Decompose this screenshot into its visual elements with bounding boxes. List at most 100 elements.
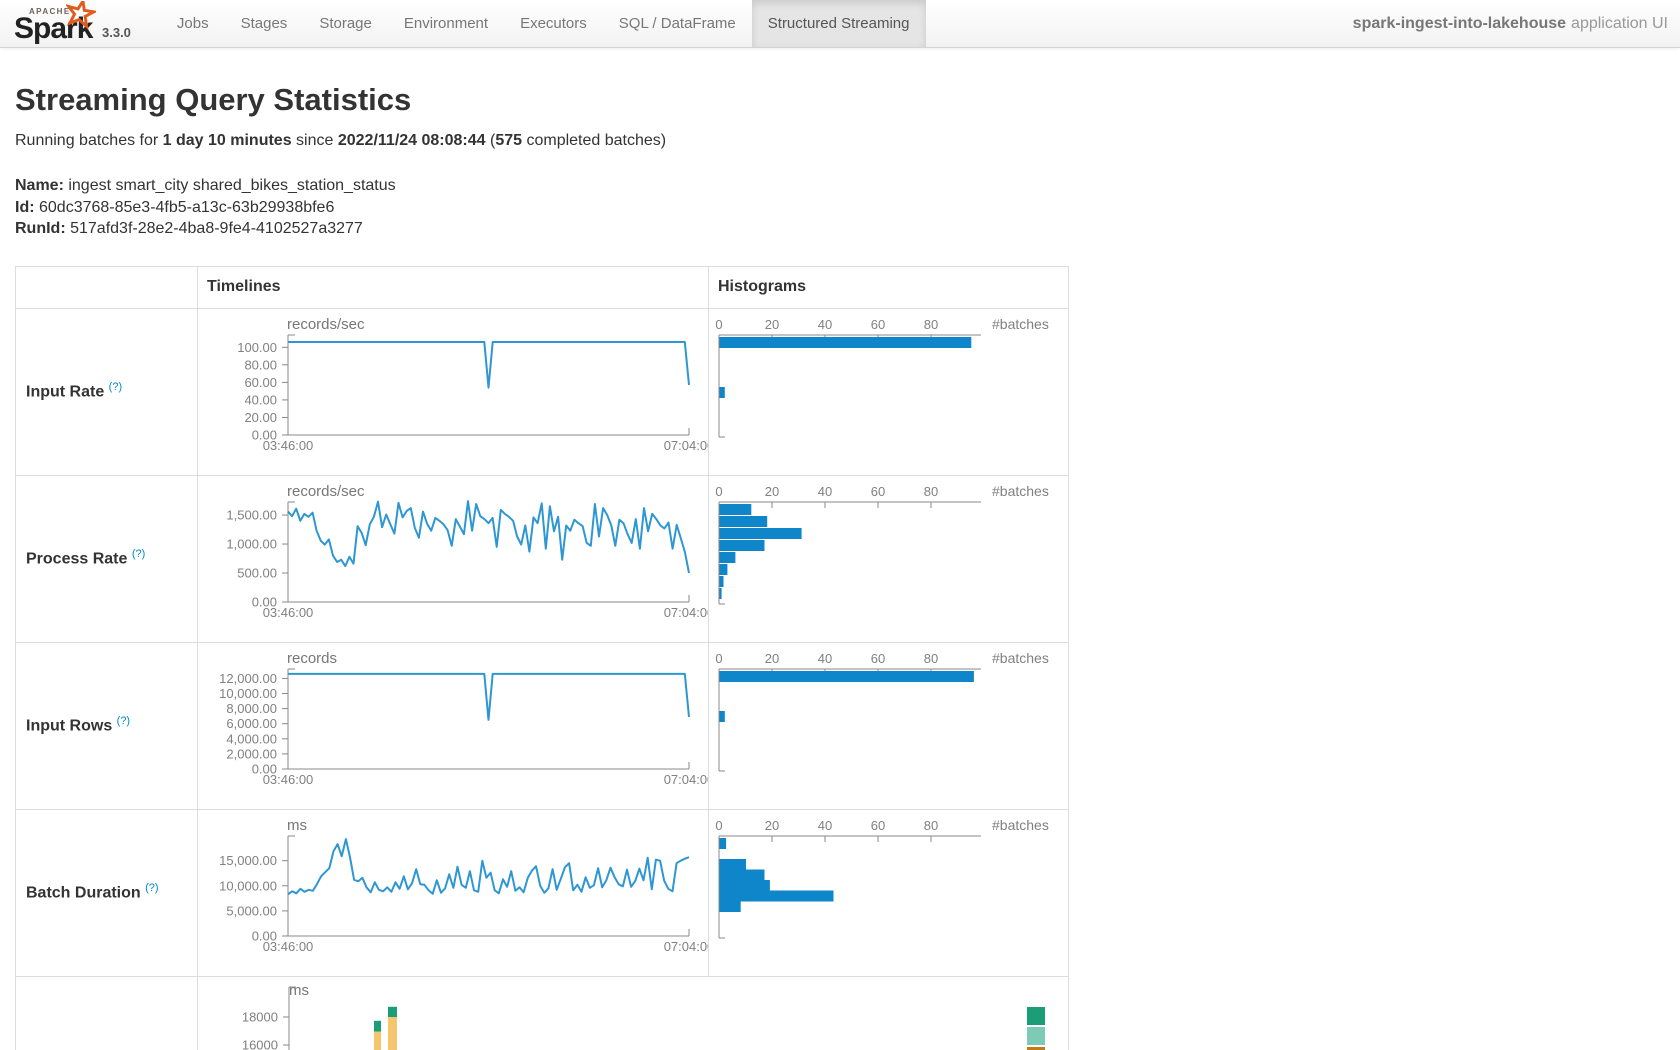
row-label-batch-duration: Batch Duration (?) <box>15 808 198 977</box>
svg-text:#batches: #batches <box>992 817 1049 833</box>
svg-text:100.00: 100.00 <box>237 339 277 354</box>
svg-text:ms: ms <box>287 817 307 834</box>
svg-text:40.00: 40.00 <box>244 392 277 407</box>
table-header-row: Timelines Histograms <box>15 265 1069 309</box>
timeline-cell-process-rate: records/sec 0.00 500.00 1,000.00 1,500.00 03:… <box>197 474 709 643</box>
operation-duration-cell: ms180001600014000 <box>197 975 1069 1050</box>
meta-name: Name: ingest smart_city shared_bikes_sta… <box>15 177 396 194</box>
spark-wordmark: Spark <box>14 12 93 45</box>
apache-label: APACHE <box>29 7 71 16</box>
nav-tab-jobs[interactable]: Jobs <box>176 15 209 32</box>
row-label-process-rate: Process Rate (?) <box>15 474 198 643</box>
svg-text:#batches: #batches <box>992 316 1049 332</box>
table-row-operation-duration: ms180001600014000 <box>15 975 1069 1050</box>
svg-text:0: 0 <box>715 484 722 499</box>
histogram-cell-input-rows: 0 20 40 60 80 #batches <box>708 641 1069 810</box>
svg-text:07:04:00: 07:04:00 <box>664 438 708 453</box>
svg-text:60: 60 <box>871 818 885 833</box>
spark-logo: APACHE Spark <box>12 0 96 48</box>
histogram-cell-batch-duration: 0 20 40 60 80 #batches <box>708 808 1069 977</box>
svg-text:80: 80 <box>924 651 938 666</box>
timeline-cell-input-rows: records 0.00 2,000.00 4,000.00 6,000.00 8,000… <box>197 641 709 810</box>
svg-text:20: 20 <box>765 818 779 833</box>
svg-text:07:04:00: 07:04:00 <box>664 939 708 954</box>
svg-text:1,000.00: 1,000.00 <box>226 536 277 551</box>
nav-tab-structured-streaming[interactable]: Structured Streaming <box>751 0 926 47</box>
svg-text:20: 20 <box>765 651 779 666</box>
row-label-operation-duration <box>15 975 198 1050</box>
help-link-input-rows[interactable]: (?) <box>116 715 131 728</box>
input-rate-timeline-chart: records/sec 0.00 20.00 40.00 60.00 80.00 100.0… <box>237 316 708 453</box>
row-label-input-rate: Input Rate (?) <box>15 307 198 476</box>
svg-text:0.00: 0.00 <box>252 761 277 776</box>
svg-text:80.00: 80.00 <box>244 357 277 372</box>
svg-text:15,000.00: 15,000.00 <box>219 853 277 868</box>
svg-text:0: 0 <box>715 651 722 666</box>
application-suffix: application UI <box>1571 14 1668 32</box>
table-row-batch-duration: Batch Duration (?) ms 0.00 5,000.00 10,000.0… <box>15 808 1069 977</box>
input-rows-histogram-chart: 0 20 40 60 80 #batches <box>715 650 1049 771</box>
help-link-batch-duration[interactable]: (?) <box>145 882 159 895</box>
batch-duration-histogram-chart: 0 20 40 60 80 #batches <box>715 817 1049 938</box>
header-timelines: Timelines <box>197 265 709 309</box>
svg-text:records/sec: records/sec <box>287 316 365 333</box>
histogram-cell-input-rate: 0 20 40 60 80 #batches <box>708 307 1069 476</box>
svg-text:1,500.00: 1,500.00 <box>226 507 277 522</box>
timeline-cell-batch-duration: ms 0.00 5,000.00 10,000.00 15,000.00 03:46:00… <box>197 808 709 977</box>
svg-text:03:46:00: 03:46:00 <box>263 438 314 453</box>
header-empty <box>15 265 198 309</box>
svg-text:0.00: 0.00 <box>252 928 277 943</box>
svg-text:6,000.00: 6,000.00 <box>226 716 277 731</box>
svg-text:10,000.00: 10,000.00 <box>219 878 277 893</box>
svg-text:2,000.00: 2,000.00 <box>226 746 277 761</box>
svg-text:4,000.00: 4,000.00 <box>226 731 277 746</box>
svg-text:03:46:00: 03:46:00 <box>263 939 314 954</box>
help-link-process-rate[interactable]: (?) <box>131 548 146 561</box>
process-rate-timeline-chart: records/sec 0.00 500.00 1,000.00 1,500.00 03:… <box>226 483 708 620</box>
svg-text:0.00: 0.00 <box>252 594 277 609</box>
svg-text:records: records <box>287 650 337 667</box>
table-row-input-rows: Input Rows (?) records 0.00 2,000.00 4,000.0… <box>15 641 1069 810</box>
nav-tab-storage[interactable]: Storage <box>319 15 372 32</box>
page-title: Streaming Query Statistics <box>15 82 412 117</box>
svg-text:80: 80 <box>924 317 938 332</box>
spark-star-icon <box>66 1 96 31</box>
svg-text:07:04:00: 07:04:00 <box>664 772 708 787</box>
input-rate-histogram-chart: 0 20 40 60 80 #batches <box>715 316 1049 437</box>
svg-text:03:46:00: 03:46:00 <box>263 605 314 620</box>
application-title: spark-ingest-into-lakehouse application … <box>1353 0 1668 47</box>
meta-runid: RunId: 517afd3f-28e2-4ba8-9fe4-4102527a3… <box>15 220 363 237</box>
meta-id: Id: 60dc3768-85e3-4fb5-a13c-63b29938bfe6 <box>15 198 335 216</box>
svg-text:10,000.00: 10,000.00 <box>219 686 277 701</box>
svg-text:0: 0 <box>715 818 722 833</box>
histogram-cell-process-rate: 0 20 40 60 80 #batches <box>708 474 1069 643</box>
svg-text:16000: 16000 <box>242 1037 278 1050</box>
nav-tabs: Jobs Stages Storage Environment Executors SQL… <box>161 0 926 47</box>
svg-text:500.00: 500.00 <box>237 565 277 580</box>
running-batches-line: Running batches for 1 day 10 minutes sin… <box>15 132 667 149</box>
svg-text:03:46:00: 03:46:00 <box>263 772 314 787</box>
svg-text:0.00: 0.00 <box>252 427 277 442</box>
nav-tab-environment[interactable]: Environment <box>403 15 489 32</box>
input-rows-timeline-chart: records 0.002,000.004,000.006,000.008,000… <box>219 650 708 787</box>
nav-tab-sql-/-dataframe[interactable]: SQL / DataFrame <box>618 15 736 32</box>
svg-text:records/sec: records/sec <box>287 483 365 500</box>
timeline-cell-input-rate: records/sec 0.00 20.00 40.00 60.00 80.00 100.0… <box>197 307 709 476</box>
svg-text:8,000.00: 8,000.00 <box>226 701 277 716</box>
svg-text:60.00: 60.00 <box>244 374 277 389</box>
operation-duration-chart: ms180001600014000 <box>242 982 1045 1050</box>
spark-version: 3.3.0 <box>102 25 131 40</box>
spark-brand[interactable]: APACHE Spark 3.3.0 <box>0 0 131 47</box>
nav-tab-stages[interactable]: Stages <box>240 15 288 32</box>
svg-text:20: 20 <box>765 317 779 332</box>
nav-tab-executors[interactable]: Executors <box>520 15 587 32</box>
svg-text:5,000.00: 5,000.00 <box>226 903 277 918</box>
svg-text:60: 60 <box>871 317 885 332</box>
svg-text:60: 60 <box>871 484 885 499</box>
svg-text:07:04:00: 07:04:00 <box>664 605 708 620</box>
svg-text:80: 80 <box>924 484 938 499</box>
svg-text:12,000.00: 12,000.00 <box>219 670 277 685</box>
help-link-input-rate[interactable]: (?) <box>108 381 123 394</box>
svg-text:18000: 18000 <box>242 1009 278 1024</box>
svg-text:40: 40 <box>818 818 832 833</box>
